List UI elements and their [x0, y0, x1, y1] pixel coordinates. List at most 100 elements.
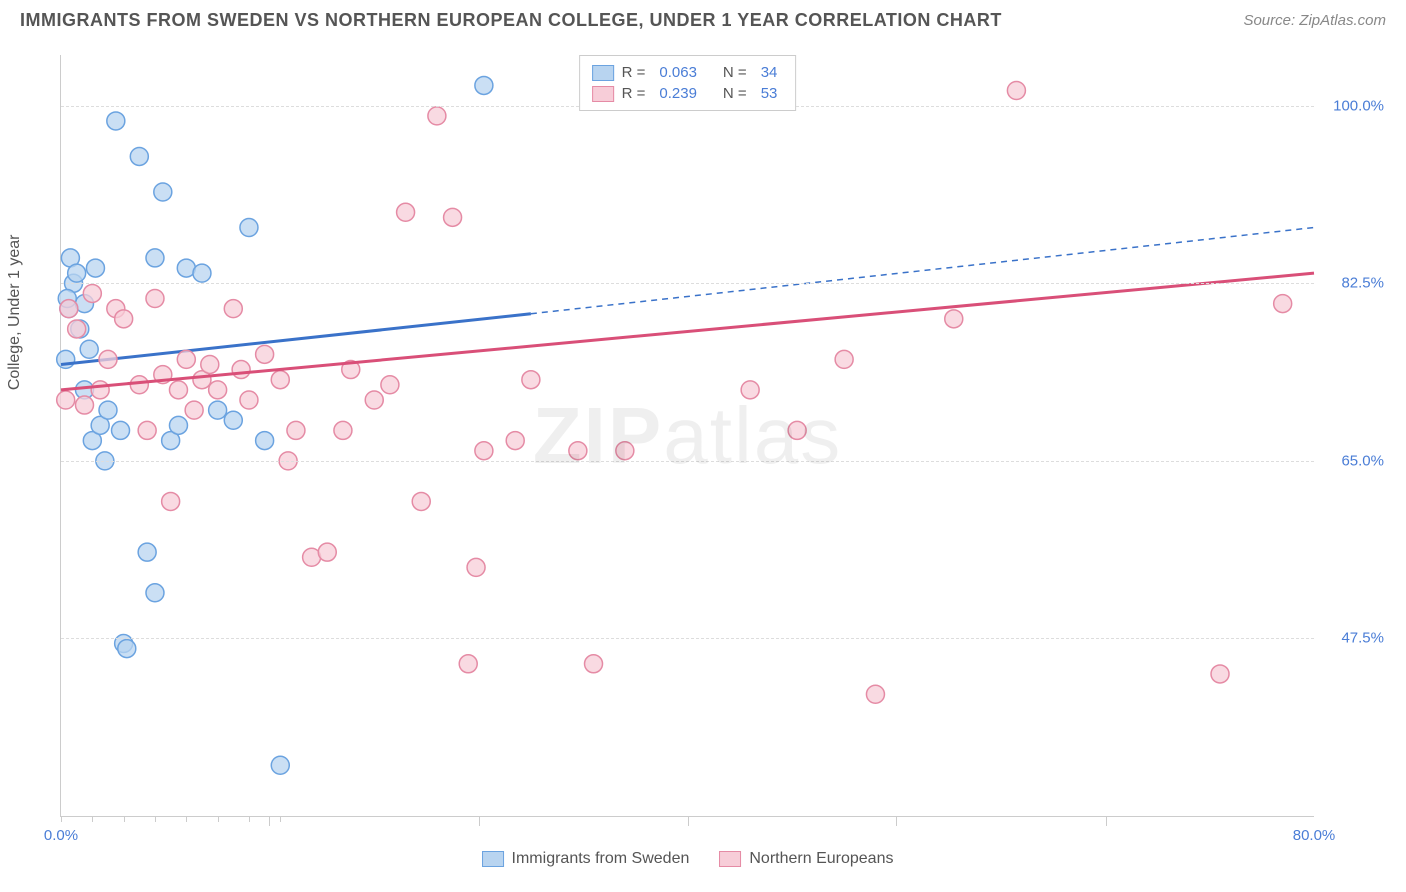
legend-r-value: 0.239: [659, 85, 697, 102]
data-point: [91, 381, 109, 399]
data-point: [256, 432, 274, 450]
data-point: [138, 543, 156, 561]
x-tick-label: 80.0%: [1293, 827, 1336, 844]
plot-svg: [61, 55, 1314, 816]
data-point: [86, 259, 104, 277]
data-point: [459, 655, 477, 673]
legend-swatch: [592, 86, 614, 102]
x-tick-minor: [218, 816, 219, 822]
gridline: [61, 461, 1314, 462]
data-point: [99, 401, 117, 419]
legend-label: Northern Europeans: [749, 850, 893, 868]
chart-header: IMMIGRANTS FROM SWEDEN VS NORTHERN EUROP…: [0, 0, 1406, 36]
data-point: [287, 421, 305, 439]
data-point: [68, 320, 86, 338]
x-tick-label: 0.0%: [44, 827, 78, 844]
data-point: [365, 391, 383, 409]
data-point: [428, 107, 446, 125]
data-point: [522, 371, 540, 389]
data-point: [1211, 665, 1229, 683]
data-point: [107, 112, 125, 130]
data-point: [193, 264, 211, 282]
data-point: [130, 147, 148, 165]
data-point: [271, 371, 289, 389]
data-point: [467, 558, 485, 576]
data-point: [412, 492, 430, 510]
data-point: [256, 345, 274, 363]
data-point: [57, 391, 75, 409]
x-tick: [688, 816, 689, 826]
y-tick-label: 100.0%: [1324, 97, 1384, 114]
data-point: [475, 442, 493, 460]
data-point: [240, 218, 258, 236]
x-tick-minor: [61, 816, 62, 822]
legend-swatch: [482, 851, 504, 867]
x-tick-minor: [124, 816, 125, 822]
data-point: [162, 492, 180, 510]
y-tick-label: 82.5%: [1324, 275, 1384, 292]
data-point: [224, 300, 242, 318]
legend-label: Immigrants from Sweden: [512, 850, 690, 868]
x-tick-minor: [155, 816, 156, 822]
data-point: [835, 350, 853, 368]
data-point: [506, 432, 524, 450]
chart-source: Source: ZipAtlas.com: [1243, 12, 1386, 29]
data-point: [201, 355, 219, 373]
x-tick-minor: [280, 816, 281, 822]
legend-swatch: [592, 65, 614, 81]
data-point: [112, 421, 130, 439]
y-axis-label: College, Under 1 year: [6, 234, 24, 390]
correlation-legend: R = 0.063 N = 34R = 0.239 N = 53: [579, 55, 797, 111]
series-legend: Immigrants from Sweden Northern Europeans: [482, 850, 894, 868]
legend-n-label: N =: [723, 64, 747, 81]
legend-r-label: R =: [622, 64, 646, 81]
legend-swatch: [719, 851, 741, 867]
data-point: [866, 685, 884, 703]
data-point: [154, 183, 172, 201]
y-tick-label: 47.5%: [1324, 630, 1384, 647]
data-point: [169, 381, 187, 399]
data-point: [57, 350, 75, 368]
legend-item: Immigrants from Sweden: [482, 850, 690, 868]
data-point: [60, 300, 78, 318]
trend-line-dashed: [531, 227, 1314, 313]
x-tick: [896, 816, 897, 826]
trend-line: [61, 273, 1314, 390]
x-tick: [479, 816, 480, 826]
data-point: [146, 290, 164, 308]
data-point: [788, 421, 806, 439]
data-point: [240, 391, 258, 409]
legend-row: R =0.239N =53: [592, 83, 784, 104]
data-point: [224, 411, 242, 429]
gridline: [61, 283, 1314, 284]
x-tick-minor: [92, 816, 93, 822]
plot-region: ZIPatlas R =0.063N =34R =0.239N =53 Immi…: [60, 55, 1314, 817]
legend-r-value: 0.063: [659, 64, 697, 81]
data-point: [444, 208, 462, 226]
data-point: [1274, 295, 1292, 313]
legend-n-value: 34: [761, 64, 778, 81]
legend-n-value: 53: [761, 85, 778, 102]
data-point: [209, 381, 227, 399]
legend-n-label: N =: [723, 85, 747, 102]
data-point: [146, 584, 164, 602]
legend-item: Northern Europeans: [719, 850, 893, 868]
data-point: [318, 543, 336, 561]
data-point: [232, 361, 250, 379]
y-tick-label: 65.0%: [1324, 452, 1384, 469]
data-point: [209, 401, 227, 419]
data-point: [130, 376, 148, 394]
data-point: [569, 442, 587, 460]
data-point: [271, 756, 289, 774]
data-point: [169, 416, 187, 434]
data-point: [138, 421, 156, 439]
data-point: [381, 376, 399, 394]
x-tick-minor: [186, 816, 187, 822]
chart-title: IMMIGRANTS FROM SWEDEN VS NORTHERN EUROP…: [20, 10, 1002, 31]
data-point: [397, 203, 415, 221]
legend-row: R = 0.063 N = 34: [592, 62, 784, 83]
x-tick-minor: [249, 816, 250, 822]
data-point: [1007, 82, 1025, 100]
data-point: [177, 350, 195, 368]
data-point: [616, 442, 634, 460]
